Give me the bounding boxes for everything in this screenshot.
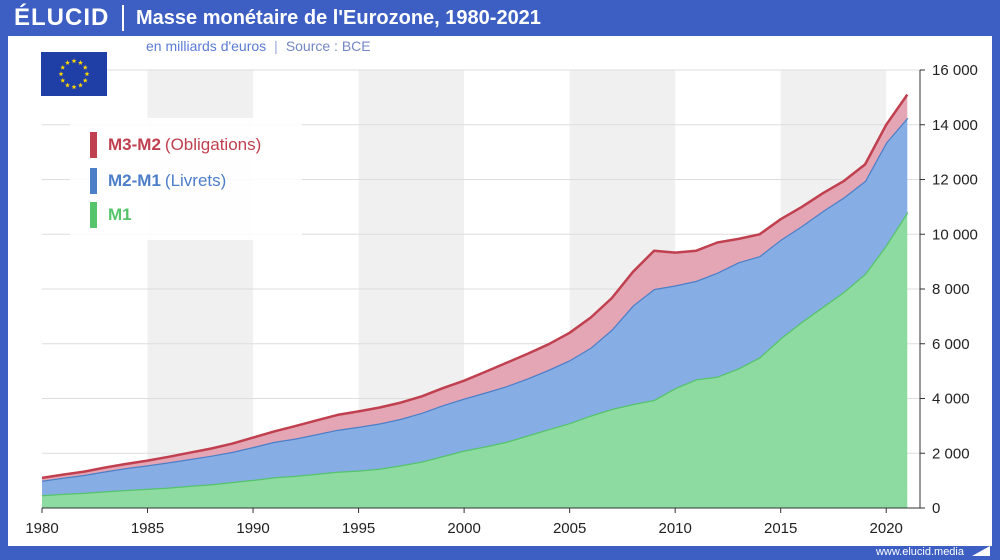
footer-url[interactable]: www.elucid.media: [875, 546, 964, 558]
subtitle-row: en milliards d'euros | Source : BCE: [146, 38, 371, 54]
flag-star: [65, 82, 70, 88]
x-tick-label: 2020: [870, 520, 903, 537]
y-tick-label: 6 000: [932, 336, 970, 353]
y-tick-label: 0: [932, 500, 940, 517]
y-tick-label: 12 000: [932, 172, 978, 189]
x-tick-label: 2005: [553, 520, 586, 537]
flag-star: [78, 60, 83, 65]
chart-title: Masse monétaire de l'Eurozone, 1980-2021: [136, 6, 541, 29]
subtitle: en milliards d'euros: [146, 38, 267, 54]
x-tick-label: 2000: [447, 520, 480, 537]
eu-flag-icon: [41, 52, 107, 96]
flag-star: [82, 77, 88, 83]
y-tick-label: 16 000: [932, 62, 978, 79]
x-axis: 1980 1985 1990 1995 2000 2005 2010 2015 2020: [25, 507, 920, 537]
area-m1: [42, 212, 908, 509]
legend-item-m1: M1: [90, 202, 136, 228]
flag-star: [71, 84, 77, 90]
flag-star: [84, 71, 90, 77]
y-tick-label: 14 000: [932, 117, 978, 134]
stacked-areas: [41, 93, 909, 509]
x-tick-label: 1985: [131, 520, 164, 537]
legend: M3-M2 (Obligations) M2-M1 (Livrets) M1: [70, 118, 302, 240]
legend-swatch-m2m1: [90, 168, 97, 194]
flag-star: [78, 82, 83, 88]
legend-swatch-m1: [90, 202, 97, 228]
y-axis: 0 2 000 4 000 6 000 8 000 10 000 12 000 14 000 1…: [919, 62, 978, 517]
legend-item-m2m1: M2-M1 (Livrets): [90, 168, 226, 194]
flag-star: [82, 64, 88, 70]
line-m3m2: [41, 93, 909, 480]
flag-star: [60, 64, 66, 70]
x-tick-label: 1980: [25, 520, 58, 537]
y-tick-label: 2 000: [932, 445, 970, 462]
header-separator: [122, 5, 124, 31]
legend-detail-m3m2: (Obligations): [164, 135, 262, 154]
area-m2m1: [42, 117, 908, 496]
x-tick-label: 2010: [658, 520, 691, 537]
flag-star: [60, 77, 66, 83]
y-tick-label: 4 000: [932, 391, 970, 408]
x-tick-label: 1990: [236, 520, 269, 537]
legend-label-m2m1: M2-M1: [108, 171, 161, 190]
flag-star: [71, 58, 77, 64]
elucid-mark-icon: [972, 546, 990, 556]
x-tick-label: 2015: [764, 520, 797, 537]
legend-label-m3m2: M3-M2: [108, 135, 161, 154]
legend-label-m1: M1: [108, 205, 132, 224]
source-label: Source : BCE: [285, 38, 371, 54]
elucid-logo: ÉLUCID: [14, 4, 110, 31]
header-bar: ÉLUCID Masse monétaire de l'Eurozone, 19…: [0, 0, 1000, 36]
flag-star: [65, 60, 70, 65]
y-tick-label: 8 000: [932, 281, 970, 298]
x-tick-label: 1995: [342, 520, 375, 537]
eu-flag-stars: [58, 58, 90, 90]
flag-star: [58, 71, 64, 77]
legend-swatch-m3m2: [90, 132, 97, 158]
subtitle-divider: |: [274, 38, 278, 54]
legend-item-m3m2: M3-M2 (Obligations): [90, 132, 261, 158]
legend-detail-m2m1: (Livrets): [164, 171, 227, 190]
y-tick-label: 10 000: [932, 226, 978, 243]
